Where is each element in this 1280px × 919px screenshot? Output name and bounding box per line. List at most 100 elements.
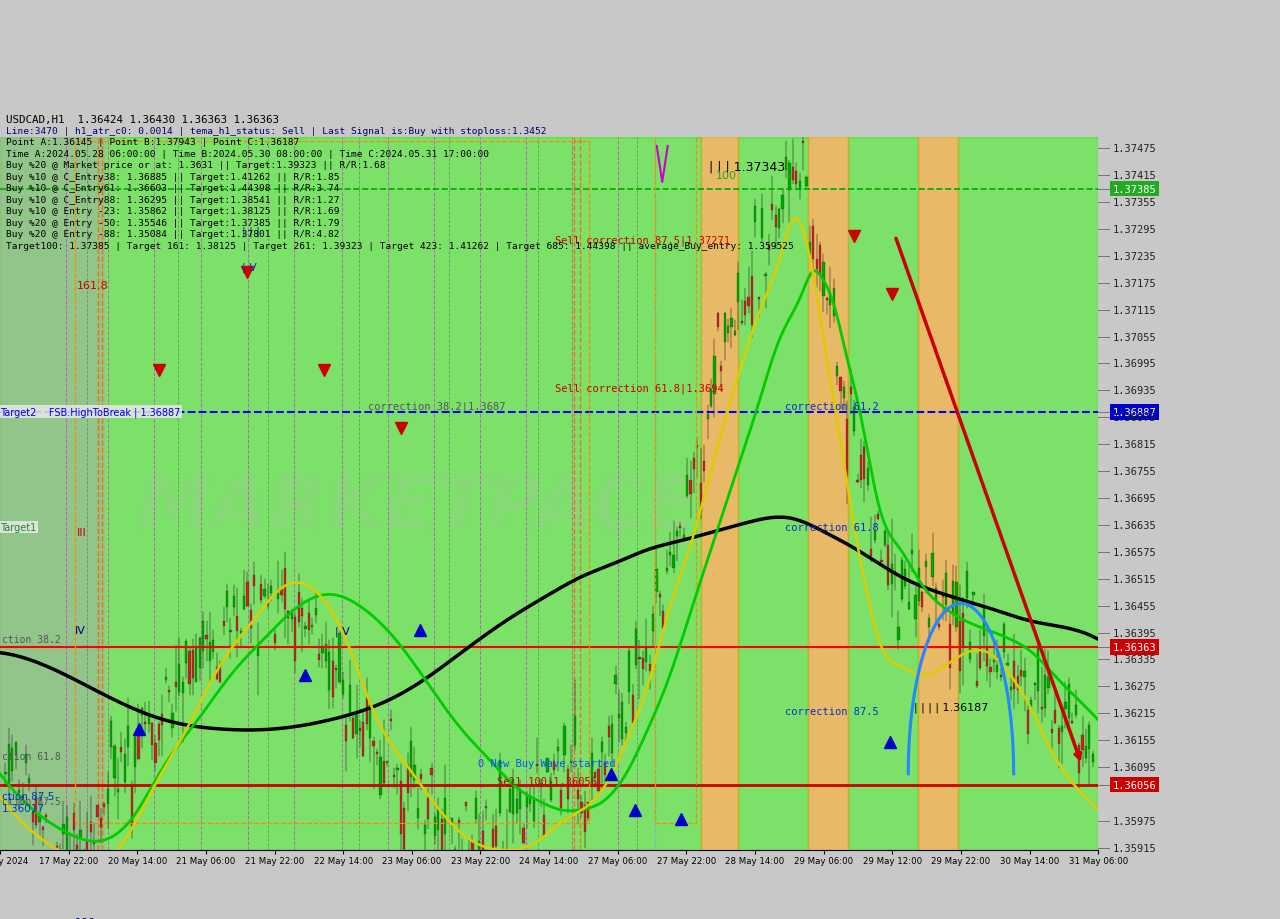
Bar [856,481,859,482]
Text: Target2    FSB.HighToBreak | 1.36887: Target2 FSB.HighToBreak | 1.36887 [0,407,180,417]
Bar [567,769,570,799]
Bar [559,790,562,809]
Bar [1034,683,1036,686]
Bar [1000,675,1002,677]
Bar [641,659,644,669]
Bar [264,589,266,596]
Bar [301,608,303,617]
Bar [489,863,490,867]
Bar [832,289,835,317]
Bar [614,675,617,685]
Bar [918,569,920,601]
Bar [842,388,845,399]
Text: ction 87.5
1.36017: ction 87.5 1.36017 [3,791,55,813]
Text: 1.36515: 1.36515 [1112,574,1157,584]
Bar [598,769,599,791]
Bar [32,812,33,822]
Bar [131,786,133,826]
Text: 161.8: 161.8 [77,280,109,290]
Bar [227,592,228,607]
Text: Time A:2024.05.28 06:00:00 | Time B:2024.05.30 08:00:00 | Time C:2024.05.31 17:0: Time A:2024.05.28 06:00:00 | Time B:2024… [6,150,489,159]
Bar [192,650,195,678]
Bar [369,705,371,738]
Bar [352,719,355,738]
Bar [338,633,340,682]
Bar [134,737,136,767]
Bar [782,196,783,210]
Bar [1082,735,1084,750]
Bar [710,390,712,407]
Bar [49,865,51,882]
Bar [96,805,99,817]
Bar [762,209,763,239]
Bar [287,611,289,618]
Text: 1.37385: 1.37385 [1112,185,1157,194]
Bar [502,852,504,869]
Text: 1.37475: 1.37475 [1112,144,1157,154]
Bar [645,649,648,663]
Bar [850,387,852,394]
Bar [628,652,630,692]
Bar [529,796,531,804]
Bar [256,646,259,656]
Bar [847,138,918,850]
Bar [928,618,931,628]
Bar [611,724,613,753]
Bar [387,761,388,763]
Bar [666,569,668,571]
Bar [829,292,832,306]
Bar [803,142,804,144]
Bar [754,207,756,222]
Bar [948,625,951,668]
Text: 1.36056: 1.36056 [1112,779,1157,789]
Bar [655,569,658,593]
Bar [563,726,566,755]
Text: 1.35915: 1.35915 [1112,843,1157,853]
Text: 1.36395: 1.36395 [1112,628,1157,638]
Bar [137,732,140,759]
Bar [608,726,609,737]
Bar [635,630,637,665]
Bar [76,845,78,857]
Bar [383,761,385,783]
Bar [42,827,44,830]
Bar [253,575,256,586]
Bar [151,723,154,744]
Bar [805,177,808,187]
Bar [86,841,88,868]
Bar [465,802,467,806]
Text: Buy %10 @ C_Entry38: 1.36885 || Target:1.41262 || R/R:1.85: Buy %10 @ C_Entry38: 1.36885 || Target:1… [6,173,340,182]
Bar [965,571,968,599]
Bar [778,210,781,229]
Bar [342,680,344,695]
Bar [883,531,886,546]
Text: Sell 100|1.36056: Sell 100|1.36056 [497,776,596,786]
Bar [713,357,716,394]
Bar [924,562,927,568]
Text: Line:3470 | h1_atr_c0: 0.0014 | tema_h1_status: Sell | Last Signal is:Buy with s: Line:3470 | h1_atr_c0: 0.0014 | tema_h1_… [6,127,547,136]
Bar [748,297,750,306]
Bar [881,561,882,562]
Bar [294,617,296,662]
Bar [1037,647,1039,691]
Bar [893,572,896,574]
Bar [63,823,64,834]
Bar [692,458,695,470]
Bar [945,573,947,606]
Bar [1085,746,1087,759]
Bar [348,686,351,713]
Bar [116,789,119,792]
Bar [741,322,742,323]
Text: | | | | 1.36187: | | | | 1.36187 [914,701,988,712]
Bar [1006,663,1009,665]
Bar [127,726,129,747]
Text: USDCAD,H1  1.36424 1.36430 1.36363 1.36363: USDCAD,H1 1.36424 1.36430 1.36363 1.3636… [6,115,279,125]
Bar [897,628,900,640]
Text: Point A:1.36145 | Point B:1.37943 | Point C:1.36187: Point A:1.36145 | Point B:1.37943 | Poin… [6,138,300,147]
Bar [625,728,627,733]
Bar [114,746,115,777]
Text: 0 New Buy Wave started: 0 New Buy Wave started [479,758,616,767]
Bar [74,142,589,823]
Bar [539,783,541,788]
Bar [680,526,681,528]
